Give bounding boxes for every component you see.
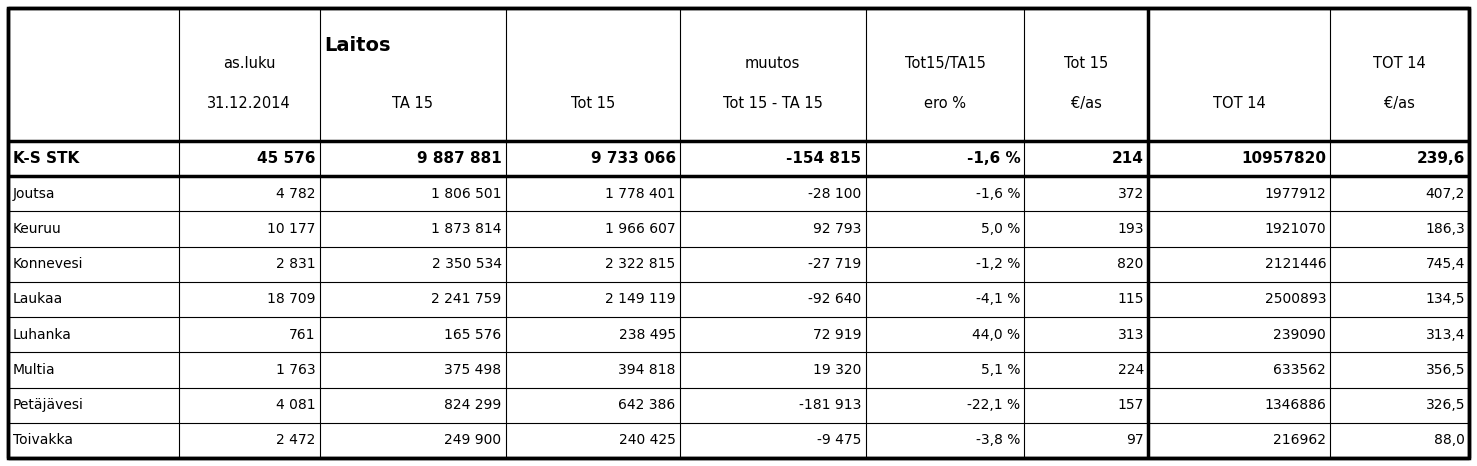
Text: -1,6 %: -1,6 % (966, 151, 1021, 166)
Text: 134,5: 134,5 (1425, 292, 1465, 306)
Text: 44,0 %: 44,0 % (972, 328, 1021, 342)
Text: Laitos: Laitos (325, 36, 391, 55)
Text: TOT 14: TOT 14 (1213, 96, 1266, 111)
Text: 372: 372 (1118, 186, 1143, 201)
Text: 72 919: 72 919 (812, 328, 861, 342)
Text: 2 472: 2 472 (276, 433, 316, 447)
Text: 186,3: 186,3 (1425, 222, 1465, 236)
Text: 18 709: 18 709 (267, 292, 316, 306)
Text: 2 350 534: 2 350 534 (431, 257, 502, 271)
Text: 9 733 066: 9 733 066 (591, 151, 675, 166)
Text: 1921070: 1921070 (1264, 222, 1326, 236)
Text: 820: 820 (1118, 257, 1143, 271)
Text: 5,0 %: 5,0 % (981, 222, 1021, 236)
Text: 2121446: 2121446 (1264, 257, 1326, 271)
Text: -3,8 %: -3,8 % (976, 433, 1021, 447)
Text: 745,4: 745,4 (1425, 257, 1465, 271)
Text: 10 177: 10 177 (267, 222, 316, 236)
Text: 238 495: 238 495 (619, 328, 675, 342)
Text: 31.12.2014: 31.12.2014 (207, 96, 291, 111)
Text: 2 149 119: 2 149 119 (606, 292, 675, 306)
Text: -181 913: -181 913 (799, 398, 861, 412)
Text: 2 831: 2 831 (276, 257, 316, 271)
Text: -4,1 %: -4,1 % (976, 292, 1021, 306)
Text: 4 081: 4 081 (276, 398, 316, 412)
Text: 1 763: 1 763 (276, 363, 316, 377)
Text: -154 815: -154 815 (786, 151, 861, 166)
Text: Konnevesi: Konnevesi (13, 257, 84, 271)
Text: 1 966 607: 1 966 607 (606, 222, 675, 236)
Text: 157: 157 (1118, 398, 1143, 412)
Text: -9 475: -9 475 (817, 433, 861, 447)
Text: 239,6: 239,6 (1416, 151, 1465, 166)
Text: 214: 214 (1112, 151, 1143, 166)
Text: Tot 15: Tot 15 (570, 96, 614, 111)
Text: muutos: muutos (744, 56, 801, 71)
Text: ero %: ero % (925, 96, 966, 111)
Text: Tot 15: Tot 15 (1063, 56, 1108, 71)
Text: TOT 14: TOT 14 (1374, 56, 1425, 71)
Text: 240 425: 240 425 (619, 433, 675, 447)
Text: Laukaa: Laukaa (13, 292, 64, 306)
Text: -22,1 %: -22,1 % (967, 398, 1021, 412)
Text: Luhanka: Luhanka (13, 328, 72, 342)
Text: 2500893: 2500893 (1264, 292, 1326, 306)
Text: 375 498: 375 498 (445, 363, 502, 377)
Text: TA 15: TA 15 (393, 96, 433, 111)
Text: 2 322 815: 2 322 815 (606, 257, 675, 271)
Text: 45 576: 45 576 (257, 151, 316, 166)
Text: -27 719: -27 719 (808, 257, 861, 271)
Text: 1 778 401: 1 778 401 (606, 186, 675, 201)
Text: Tot 15 - TA 15: Tot 15 - TA 15 (722, 96, 823, 111)
Text: -28 100: -28 100 (808, 186, 861, 201)
Text: Multia: Multia (13, 363, 56, 377)
Text: 1 806 501: 1 806 501 (431, 186, 502, 201)
Text: €/as: €/as (1071, 96, 1102, 111)
Text: 165 576: 165 576 (445, 328, 502, 342)
Text: 356,5: 356,5 (1425, 363, 1465, 377)
Text: Petäjävesi: Petäjävesi (13, 398, 84, 412)
Text: 115: 115 (1118, 292, 1143, 306)
Text: 9 887 881: 9 887 881 (417, 151, 502, 166)
Text: 326,5: 326,5 (1425, 398, 1465, 412)
Text: 633562: 633562 (1273, 363, 1326, 377)
Text: 824 299: 824 299 (445, 398, 502, 412)
Text: 642 386: 642 386 (619, 398, 675, 412)
Text: 92 793: 92 793 (814, 222, 861, 236)
Text: 249 900: 249 900 (445, 433, 502, 447)
Text: -1,2 %: -1,2 % (976, 257, 1021, 271)
Text: 394 818: 394 818 (619, 363, 675, 377)
Text: 224: 224 (1118, 363, 1143, 377)
Text: 1346886: 1346886 (1264, 398, 1326, 412)
Text: 88,0: 88,0 (1434, 433, 1465, 447)
Text: K-S STK: K-S STK (13, 151, 80, 166)
Text: 1977912: 1977912 (1264, 186, 1326, 201)
Text: -92 640: -92 640 (808, 292, 861, 306)
Text: 313,4: 313,4 (1425, 328, 1465, 342)
Text: 5,1 %: 5,1 % (981, 363, 1021, 377)
Text: 239090: 239090 (1273, 328, 1326, 342)
Text: 761: 761 (289, 328, 316, 342)
Text: 313: 313 (1118, 328, 1143, 342)
Text: Tot15/TA15: Tot15/TA15 (904, 56, 985, 71)
Text: 216962: 216962 (1273, 433, 1326, 447)
Text: 407,2: 407,2 (1425, 186, 1465, 201)
Text: 97: 97 (1127, 433, 1143, 447)
Text: 10957820: 10957820 (1241, 151, 1326, 166)
Text: 2 241 759: 2 241 759 (431, 292, 502, 306)
Text: Joutsa: Joutsa (13, 186, 56, 201)
Text: Keuruu: Keuruu (13, 222, 62, 236)
Text: 193: 193 (1118, 222, 1143, 236)
Text: -1,6 %: -1,6 % (976, 186, 1021, 201)
Text: 1 873 814: 1 873 814 (431, 222, 502, 236)
Text: 4 782: 4 782 (276, 186, 316, 201)
Text: as.luku: as.luku (223, 56, 275, 71)
Text: 19 320: 19 320 (814, 363, 861, 377)
Text: Toivakka: Toivakka (13, 433, 72, 447)
Text: €/as: €/as (1384, 96, 1415, 111)
